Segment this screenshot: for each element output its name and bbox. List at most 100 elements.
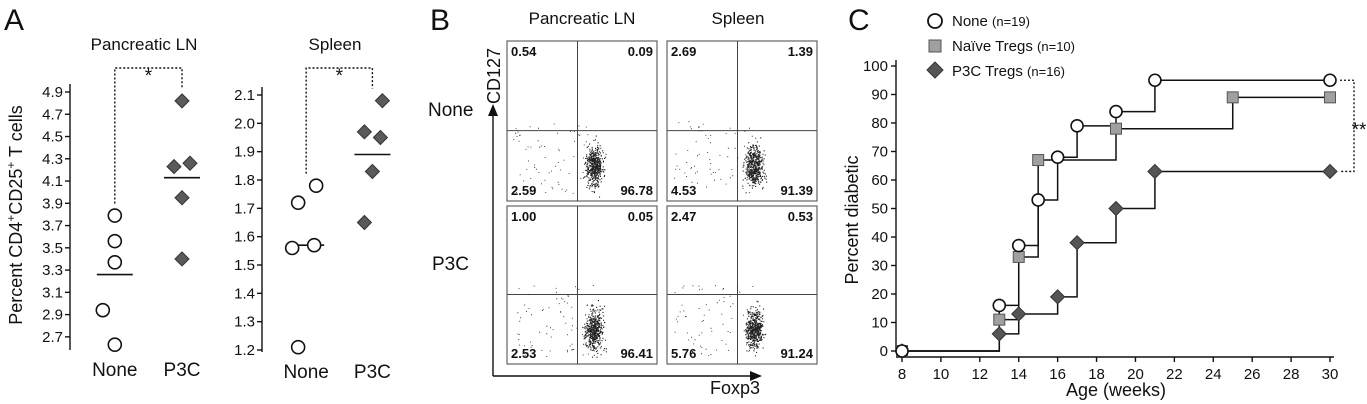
- data-point-diamond: [364, 163, 381, 180]
- significance-bracket: [114, 67, 183, 204]
- flow-plot-p3c-spleen: 2.47 0.53 5.76 91.24: [666, 205, 818, 365]
- data-point-none: [1031, 193, 1045, 207]
- panel-a: Percent CD4+CD25+ T cells Pancreatic LN 2…: [4, 35, 391, 383]
- y-tick-label: 3.9: [42, 195, 63, 212]
- y-tick-label: 1.3: [234, 314, 255, 331]
- y-tick-label: 10: [871, 315, 888, 332]
- data-point-none: [992, 298, 1007, 313]
- y-tick-label: 3.1: [42, 284, 63, 301]
- panel-b-row-label-none: None: [428, 100, 473, 121]
- y-tick-label: 1.7: [234, 200, 255, 217]
- y-tick-label: 1.9: [234, 144, 255, 161]
- data-point-p3c-tregs: [991, 326, 1007, 342]
- y-tick-label: 4.1: [42, 173, 63, 190]
- panel-letter-b: B: [430, 4, 450, 37]
- flow-plot-frame: [506, 205, 658, 365]
- x-tick-label: 20: [1127, 366, 1144, 383]
- panel-b-row-label-p3c: P3C: [432, 254, 469, 275]
- data-point-diamond: [174, 190, 190, 206]
- data-point-diamond: [356, 124, 373, 140]
- data-point-none: [1050, 150, 1065, 164]
- y-tick-label: 1.4: [234, 285, 255, 302]
- category-label: None: [92, 360, 137, 381]
- flow-events: [674, 121, 768, 194]
- quadrant-upper-left-value: 1.00: [511, 209, 536, 224]
- data-point-p3c-tregs: [1069, 234, 1085, 251]
- y-tick-label: 90: [871, 87, 888, 104]
- y-tick-label: 1.2: [234, 342, 255, 359]
- x-tick-label: 28: [1283, 366, 1300, 383]
- data-point-diamond: [174, 251, 190, 267]
- data-point-diamond: [166, 158, 182, 175]
- legend-none-marker-icon: [927, 13, 943, 29]
- panel-b-flow-plots: 0.54 0.09 2.59 96.78 2.69 1.39 4.53 91.39 1.00 0.…: [506, 40, 818, 365]
- data-point-diamond: [374, 92, 391, 109]
- quadrant-lower-right-value: 91.39: [780, 183, 813, 198]
- data-point-p3c-tregs: [1108, 200, 1124, 217]
- y-tick-label: 1.8: [234, 172, 255, 189]
- x-tick-label: 22: [1166, 366, 1183, 383]
- panel-a-pancreatic-ln-plot: Pancreatic LN 2.7 2.9 3.1 3.3 3.5 3.7 3.9 4.1 4.3…: [42, 35, 200, 381]
- y-tick-label: 2.1: [234, 87, 255, 104]
- data-point-diamond: [182, 155, 198, 171]
- data-point-p3c-tregs: [1147, 163, 1163, 180]
- y-tick-label: 2.0: [234, 115, 255, 132]
- y-tick-label: 0: [880, 343, 888, 360]
- y-tick-label: 1.6: [234, 229, 255, 246]
- y-tick-label: 60: [871, 172, 888, 189]
- panel-b-y-arrow-icon: [488, 104, 498, 116]
- flow-plot-p3c-pancreatic-ln: 1.00 0.05 2.53 96.41: [506, 205, 658, 365]
- data-point-p3c-tregs: [1011, 306, 1027, 322]
- quadrant-upper-right-value: 0.09: [628, 44, 653, 59]
- category-label: P3C: [164, 360, 201, 381]
- flow-plot-frame: [666, 205, 818, 365]
- flow-plot-none-pancreatic-ln: 0.54 0.09 2.59 96.78: [506, 40, 658, 202]
- panel-c: Percent diabetic Age (weeks) 0 10 20 30 40 50…: [842, 13, 1367, 400]
- quadrant-upper-left-value: 2.69: [671, 44, 696, 59]
- quadrant-lower-left-value: 2.59: [511, 183, 536, 198]
- quadrant-upper-left-value: 2.47: [671, 209, 696, 224]
- panel-c-x-axis-label: Age (weeks): [1066, 380, 1166, 400]
- flow-plot-none-spleen: 2.69 1.39 4.53 91.39: [666, 40, 818, 202]
- quadrant-lower-right-value: 96.41: [620, 346, 653, 361]
- panel-c-survival-plot: 0 10 20 30 40 50 60 70 80 90 100 8 10 12 14 16 18 20 22 24 2…: [863, 58, 1367, 383]
- panel-c-legend: None (n=19) Naïve Tregs (n=10) P3C Tregs…: [926, 13, 1075, 80]
- panel-c-y-axis-label: Percent diabetic: [842, 155, 862, 284]
- data-point-naive-tregs: [1226, 91, 1239, 104]
- x-tick-label: 10: [933, 366, 950, 383]
- y-tick-label: 4.3: [42, 151, 63, 168]
- panel-letter-c: C: [848, 4, 870, 37]
- x-tick-label: 8: [898, 366, 906, 383]
- panel-b-x-axis-label: Foxp3: [710, 378, 760, 398]
- quadrant-upper-left-value: 0.54: [511, 44, 537, 59]
- y-tick-label: 80: [871, 115, 888, 132]
- x-tick-label: 14: [1010, 366, 1027, 383]
- significance-marker: *: [145, 66, 153, 87]
- panel-letter-a: A: [4, 4, 24, 37]
- data-point-diamond: [174, 93, 190, 109]
- flow-events: [513, 123, 607, 198]
- legend-naive-tregs-marker-icon: [928, 39, 942, 53]
- x-tick-label: 16: [1049, 366, 1066, 383]
- data-point-none: [1109, 104, 1123, 119]
- significance-bracket: [305, 67, 374, 174]
- legend-p3c-tregs-label: P3C Tregs (n=16): [952, 63, 1065, 80]
- data-point-circle: [284, 240, 300, 256]
- significance-marker: *: [336, 66, 344, 87]
- data-point-naive-tregs: [1032, 154, 1045, 167]
- plot-title: Spleen: [309, 35, 362, 54]
- data-point-circle: [95, 302, 111, 318]
- data-point-none: [895, 344, 909, 358]
- quadrant-upper-right-value: 0.05: [628, 209, 653, 224]
- category-label: None: [283, 362, 328, 383]
- significance-marker: **: [1352, 120, 1367, 141]
- data-point-naive-tregs: [1012, 250, 1025, 263]
- y-tick-label: 100: [863, 58, 888, 75]
- y-tick-label: 4.7: [42, 106, 63, 123]
- quadrant-lower-right-value: 96.78: [620, 183, 653, 198]
- x-tick-label: 30: [1322, 366, 1339, 383]
- data-point-circle: [290, 195, 306, 210]
- y-tick-label: 3.5: [42, 240, 63, 257]
- legend-naive-tregs-label: Naïve Tregs (n=10): [952, 38, 1075, 55]
